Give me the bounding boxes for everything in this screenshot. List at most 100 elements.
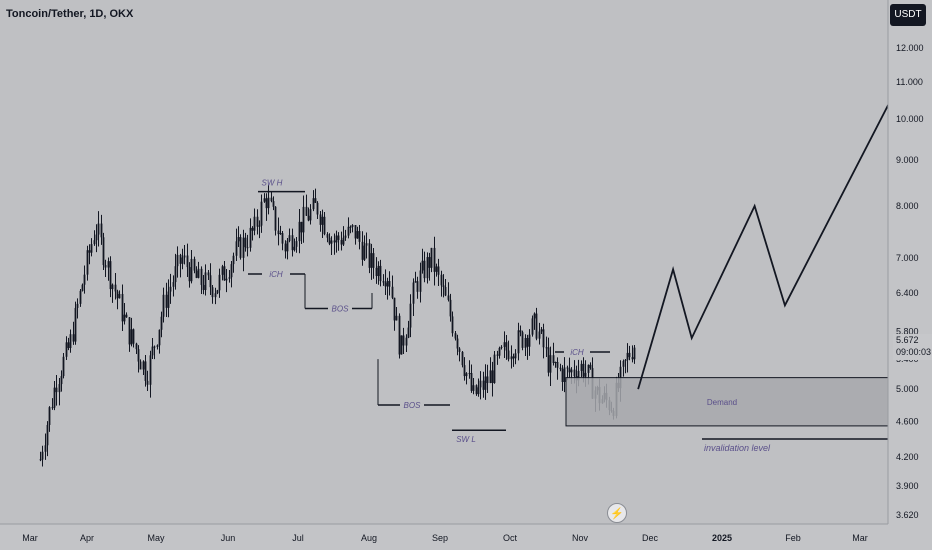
candle-body	[228, 277, 231, 279]
candle-body	[391, 286, 394, 298]
candle-body	[442, 285, 445, 288]
candle-body	[344, 235, 347, 238]
candle-body	[114, 284, 117, 292]
candle-body	[449, 299, 452, 317]
bos-label-1: BOS	[332, 304, 350, 313]
candle-body	[468, 373, 471, 375]
candle-body	[540, 329, 543, 332]
candle-body	[142, 361, 145, 370]
candle-body	[195, 270, 198, 278]
candle-body	[160, 316, 163, 330]
candle-body	[549, 355, 552, 373]
candle-body	[200, 268, 203, 285]
price-tick-label: 7.000	[896, 253, 919, 263]
candle-body	[76, 303, 79, 308]
candle-body	[258, 225, 261, 227]
candles-group	[39, 185, 636, 467]
candle-body	[375, 267, 378, 277]
candle-body	[519, 330, 522, 333]
candle-body	[393, 297, 396, 321]
candle-body	[335, 235, 338, 243]
candle-body	[265, 198, 268, 209]
candle-body	[307, 215, 310, 221]
candle-body	[563, 367, 566, 382]
candle-body	[463, 365, 466, 377]
candle-body	[405, 337, 408, 346]
candle-body	[535, 313, 538, 339]
candle-body	[512, 356, 515, 359]
candle-body	[107, 261, 110, 268]
candle-body	[356, 231, 359, 239]
candle-body	[281, 233, 284, 244]
candle-body	[423, 260, 426, 279]
candle-body	[118, 293, 121, 299]
candle-body	[104, 265, 107, 268]
candle-body	[312, 198, 315, 210]
candle-body	[428, 257, 431, 268]
candle-body	[288, 235, 291, 241]
candle-body	[95, 234, 98, 241]
candle-body	[58, 384, 61, 393]
candle-body	[295, 241, 298, 247]
candle-body	[514, 353, 517, 359]
price-tick-label: 11.000	[896, 77, 923, 87]
candle-body	[279, 233, 282, 235]
candle-body	[363, 245, 366, 260]
candle-body	[242, 237, 245, 258]
candle-body	[568, 368, 571, 373]
candle-body	[48, 407, 51, 425]
lightning-icon[interactable]: ⚡	[607, 503, 627, 523]
candle-body	[582, 363, 585, 377]
price-axis-background	[888, 0, 932, 550]
candle-body	[361, 241, 364, 260]
candle-body	[470, 373, 473, 391]
time-tick-label: Jul	[292, 533, 304, 543]
candle-body	[365, 243, 368, 246]
candle-body	[176, 254, 179, 267]
candle-body	[465, 373, 468, 377]
candle-body	[624, 359, 627, 362]
candle-body	[109, 261, 112, 290]
candle-body	[542, 329, 545, 348]
candle-body	[44, 445, 47, 452]
candle-body	[202, 284, 205, 291]
candle-body	[337, 235, 340, 240]
candle-body	[165, 294, 168, 308]
candle-body	[53, 387, 56, 408]
candle-body	[328, 237, 331, 244]
candle-body	[531, 318, 534, 335]
candle-body	[454, 333, 457, 339]
candle-body	[384, 282, 387, 287]
candle-body	[218, 274, 221, 291]
candle-body	[51, 407, 54, 409]
candle-body	[388, 281, 391, 287]
candle-body	[461, 351, 464, 366]
candle-body	[517, 330, 520, 354]
price-axis[interactable]: 12.000 11.000 10.000 9.000 8.000 7.000 6.400 5.…	[887, 0, 932, 550]
candle-body	[368, 243, 371, 268]
candle-body	[179, 254, 182, 264]
candle-body	[183, 255, 186, 258]
candle-body	[302, 206, 305, 233]
time-tick-label: Dec	[642, 533, 659, 543]
time-tick-label: Apr	[80, 533, 94, 543]
candle-body	[566, 367, 569, 369]
candle-body	[249, 227, 252, 248]
time-axis[interactable]: Mar Apr May Jun Jul Aug Sep Oct Nov Dec 2025 Feb Mar	[0, 523, 932, 550]
candle-body	[347, 226, 350, 236]
demand-zone	[565, 377, 889, 427]
candle-body	[162, 294, 165, 317]
candle-body	[333, 240, 336, 243]
candle-body	[300, 221, 303, 233]
candle-body	[181, 257, 184, 264]
candle-body	[149, 355, 152, 385]
currency-unit-button[interactable]: USDT	[890, 4, 926, 26]
ich-label-2: iCH	[570, 348, 584, 357]
candle-body	[589, 364, 592, 369]
last-price-label: 5.672 09:00:03	[893, 334, 932, 360]
ich-label-1-bg	[262, 269, 290, 278]
candle-body	[538, 331, 541, 339]
candle-body	[305, 206, 308, 216]
